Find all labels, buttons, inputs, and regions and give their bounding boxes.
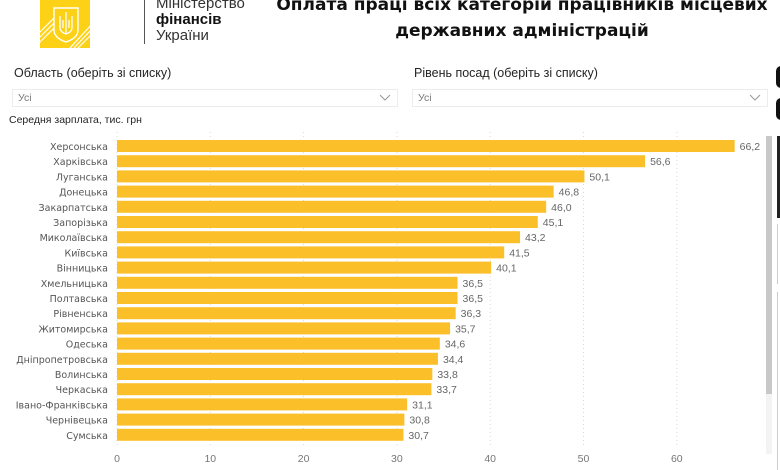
value-label: 45,1 xyxy=(543,217,564,229)
salary-bar-chart: 0 10 20 30 40 50 60 Херсонська 66,2 Харківська 56,… xyxy=(16,132,761,465)
value-label: 36,5 xyxy=(463,293,484,305)
value-label: 46,0 xyxy=(551,202,572,214)
category-label: Черкаська xyxy=(56,385,108,396)
chevron-down-icon xyxy=(379,94,391,101)
x-tick-label: 30 xyxy=(391,453,403,465)
bar xyxy=(117,216,538,228)
position-dropdown[interactable]: Усі xyxy=(412,89,768,107)
category-label: Сумська xyxy=(66,431,108,442)
bar xyxy=(117,261,492,274)
x-tick-label: 0 xyxy=(114,453,120,465)
category-label: Житомирська xyxy=(38,324,108,335)
bar xyxy=(117,383,432,396)
value-label: 56,6 xyxy=(650,156,671,168)
category-label: Миколаївська xyxy=(40,233,108,244)
category-label: Луганська xyxy=(56,172,108,183)
bar xyxy=(117,155,646,168)
x-tick-label: 60 xyxy=(671,453,683,465)
logo-text: Міністерство фінансів України xyxy=(156,0,245,44)
logo-divider xyxy=(144,0,145,44)
category-label: Херсонська xyxy=(50,142,108,153)
bar xyxy=(117,352,438,365)
bar xyxy=(117,231,521,244)
bar xyxy=(117,200,547,213)
value-label: 33,8 xyxy=(437,369,458,381)
x-tick-label: 10 xyxy=(204,453,216,465)
bar xyxy=(117,413,405,426)
value-label: 30,8 xyxy=(409,415,430,427)
value-label: 33,7 xyxy=(436,384,457,396)
logo-line-3: України xyxy=(156,27,209,44)
position-dropdown-value: Усі xyxy=(418,92,432,104)
edge-button-1[interactable] xyxy=(776,66,780,88)
value-label: 30,7 xyxy=(408,430,429,442)
category-label: Рівненська xyxy=(53,309,108,320)
value-label: 34,6 xyxy=(445,339,466,351)
position-filter-label: Рівень посад (оберіть зі списку) xyxy=(414,66,598,80)
bar xyxy=(117,322,451,335)
category-label: Чернівецька xyxy=(46,416,108,427)
logo-line-2: фінансів xyxy=(156,11,222,28)
bar xyxy=(117,292,458,304)
bar xyxy=(117,185,554,198)
category-label: Хмельницька xyxy=(41,279,108,290)
logo-line-1: Міністерство xyxy=(156,0,245,12)
page-title-line-1: Оплата праці всіх категорій працівників … xyxy=(276,0,768,15)
category-label: Одеська xyxy=(66,340,108,351)
edge-button-2[interactable] xyxy=(776,98,780,120)
category-label: Київська xyxy=(64,248,108,259)
category-label: Донецька xyxy=(59,188,108,199)
value-label: 66,2 xyxy=(740,141,761,153)
chevron-down-icon xyxy=(749,94,761,101)
bar xyxy=(117,140,735,152)
bar xyxy=(117,337,440,350)
bar xyxy=(117,170,585,183)
edge-panel-bar xyxy=(777,136,780,218)
bar xyxy=(117,276,458,289)
bar xyxy=(117,246,505,259)
x-tick-label: 50 xyxy=(578,453,590,465)
trident-emblem-icon xyxy=(40,0,90,48)
region-dropdown-value: Усі xyxy=(18,92,32,104)
region-filter-label: Область (оберіть зі списку) xyxy=(14,66,172,80)
x-tick-label: 20 xyxy=(298,453,310,465)
edge-panel-line-1 xyxy=(777,224,778,284)
value-label: 35,7 xyxy=(455,323,476,335)
category-label: Харківська xyxy=(53,157,108,168)
category-label: Вінницька xyxy=(57,264,108,275)
ministry-logo: Міністерство фінансів України xyxy=(40,0,245,50)
bar xyxy=(117,428,404,441)
value-label: 40,1 xyxy=(496,263,517,275)
category-label: Запорізька xyxy=(53,218,108,229)
value-label: 46,8 xyxy=(559,187,580,199)
bar xyxy=(117,368,433,380)
value-label: 50,1 xyxy=(589,171,610,183)
page-title-line-2: державних адміністрацій xyxy=(395,21,649,41)
bar xyxy=(117,398,408,411)
category-label: Дніпропетровська xyxy=(16,355,108,366)
chart-title: Середня зарплата, тис. грн xyxy=(9,114,142,126)
chart-scrollbar-thumb[interactable] xyxy=(766,136,772,394)
category-label: Полтавська xyxy=(50,294,108,305)
value-label: 41,5 xyxy=(509,247,530,259)
value-label: 36,3 xyxy=(461,308,482,320)
value-label: 36,5 xyxy=(463,278,484,290)
edge-panel-line-2 xyxy=(777,292,778,470)
value-label: 34,4 xyxy=(443,354,464,366)
value-label: 31,1 xyxy=(412,399,433,411)
category-label: Закарпатська xyxy=(39,203,108,214)
category-label: Івано-Франківська xyxy=(16,400,108,411)
category-label: Волинська xyxy=(55,370,108,381)
x-tick-label: 40 xyxy=(484,453,496,465)
page-title: Оплата праці всіх категорій працівників … xyxy=(262,0,780,44)
value-label: 43,2 xyxy=(525,232,546,244)
bar xyxy=(117,307,456,320)
region-dropdown[interactable]: Усі xyxy=(12,89,398,107)
